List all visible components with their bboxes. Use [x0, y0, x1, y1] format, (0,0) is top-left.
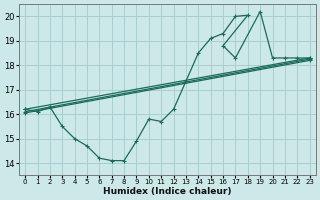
- X-axis label: Humidex (Indice chaleur): Humidex (Indice chaleur): [103, 187, 232, 196]
